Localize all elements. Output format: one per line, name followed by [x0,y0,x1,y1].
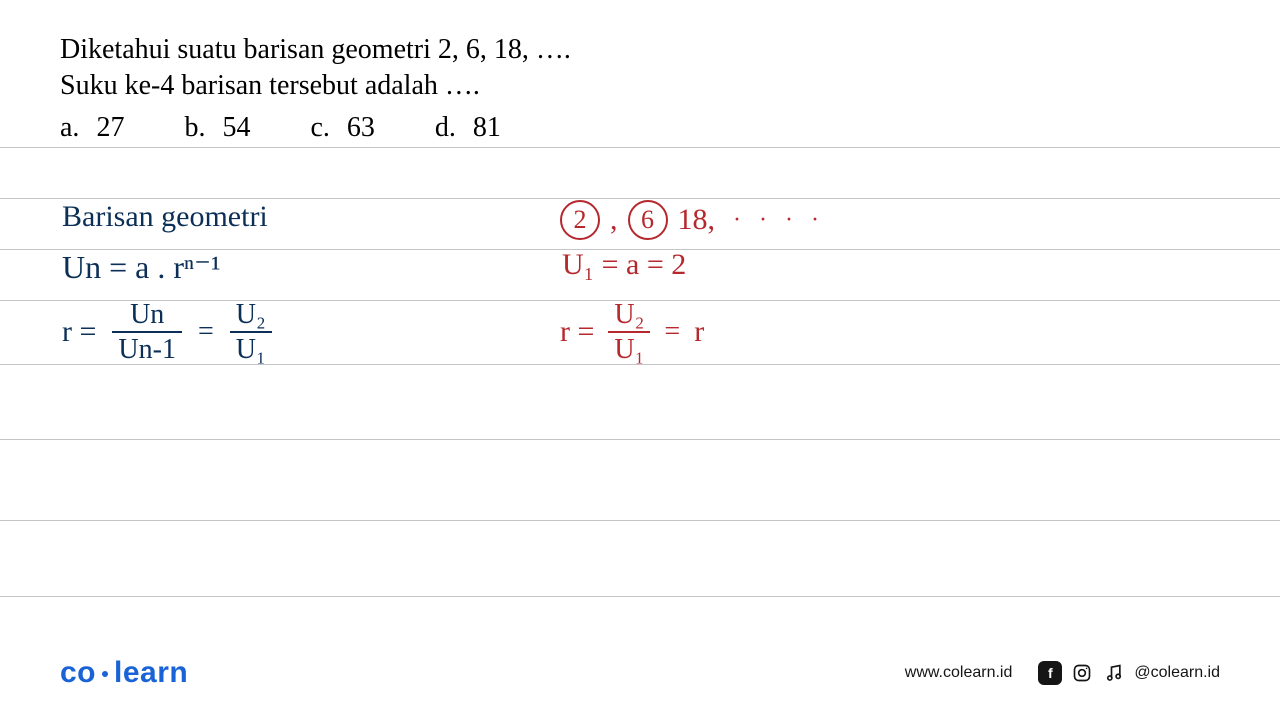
choice-d: d. 81 [435,112,501,144]
seq-dots: · · · · [725,207,825,234]
problem-line-1: Diketahui suatu barisan geometri 2, 6, 1… [60,34,1220,66]
frac-bot: Un-1 [112,335,182,364]
hw-r-right: r = U₂ U₁ = r [560,300,704,365]
ruled-line [0,147,1280,148]
footer-right: www.colearn.id f @colearn.id [905,661,1220,685]
facebook-icon: f [1038,661,1062,685]
choice-c: c. 63 [310,112,374,144]
circled-term: 6 [628,200,668,240]
frac-bar [608,331,650,333]
instagram-icon [1070,661,1094,685]
hw-un-formula: Un = a . rⁿ⁻¹ [62,248,221,286]
hw-frac-u2u1: U₂ U₁ [230,300,272,365]
footer-socials: f @colearn.id [1038,661,1220,685]
choice-label: c. [310,112,329,143]
ruled-line [0,198,1280,199]
footer-url: www.colearn.id [905,664,1013,682]
brand-logo: colearn [60,656,188,690]
hw-r-lhs: r = [62,315,96,349]
choice-a: a. 27 [60,112,124,144]
ruled-line [0,439,1280,440]
brand-dot-icon [102,671,108,677]
hw-frac-u2u1-right: U₂ U₁ [608,300,650,365]
hw-r-rhs: r [694,315,704,349]
choice-label: b. [184,112,205,143]
hw-eq: = [198,316,214,348]
hw-eq: = [664,316,680,348]
ruled-line [0,596,1280,597]
frac-bot: U₁ [230,335,272,364]
hw-r-formula: r = Un Un-1 = U₂ U₁ [62,300,272,365]
hw-u1-equals: U₁ = a = 2 [562,248,686,282]
choice-label: a. [60,112,79,143]
hw-heading: Barisan geometri [62,200,268,234]
frac-top: U₂ [230,300,272,329]
hw-frac-un: Un Un-1 [112,300,182,365]
frac-bot: U₁ [608,335,650,364]
choice-b: b. 54 [184,112,250,144]
frac-top: Un [124,300,170,329]
footer-handle: @colearn.id [1134,664,1220,682]
choice-value: 54 [222,112,250,143]
circled-term: 2 [560,200,600,240]
page-root: Diketahui suatu barisan geometri 2, 6, 1… [0,0,1280,720]
answer-choices: a. 27 b. 54 c. 63 d. 81 [60,112,1220,144]
choice-label: d. [435,112,456,143]
hw-sequence: 2 , 6 18, · · · · [560,200,825,240]
brand-left: co [60,656,96,689]
seq-rest: 18, [678,203,716,237]
footer: colearn www.colearn.id f @colearn.id [0,656,1280,690]
frac-bar [230,331,272,333]
problem-block: Diketahui suatu barisan geometri 2, 6, 1… [60,34,1220,144]
choice-value: 63 [347,112,375,143]
frac-bar [112,331,182,333]
comma: , [610,203,618,237]
music-note-icon [1102,661,1126,685]
choice-value: 81 [473,112,501,143]
choice-value: 27 [96,112,124,143]
brand-right: learn [114,656,188,689]
ruled-line [0,520,1280,521]
problem-line-2: Suku ke-4 barisan tersebut adalah …. [60,70,1220,102]
frac-top: U₂ [608,300,650,329]
hw-r-lhs: r = [560,315,594,349]
